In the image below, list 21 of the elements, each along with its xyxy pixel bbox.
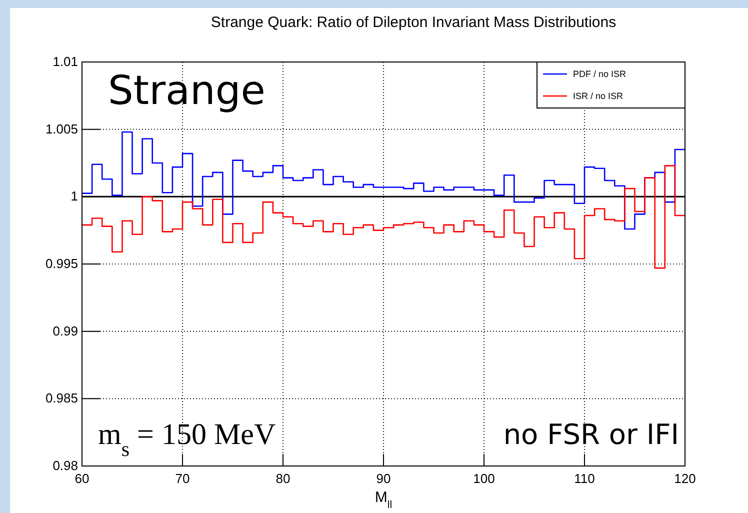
- chart-title: Strange Quark: Ratio of Dilepton Invariant Mass Distributions: [210, 14, 616, 31]
- legend-label: PDF / no ISR: [573, 69, 627, 79]
- x-tick-label: 70: [175, 471, 190, 486]
- x-tick-label: 90: [376, 471, 391, 486]
- x-tick-label: 100: [473, 471, 495, 486]
- y-tick-label: 0.98: [52, 458, 78, 473]
- y-tick-label: 1: [70, 188, 78, 204]
- x-axis-title: M$_{ll}$: [374, 489, 392, 511]
- x-tick-label: 80: [276, 471, 290, 486]
- annotation: Strange: [108, 68, 266, 114]
- y-tick-label: 0.99: [52, 323, 78, 338]
- y-tick-label: 0.985: [45, 390, 78, 406]
- x-tick-label: 60: [74, 471, 90, 486]
- y-tick-label: 1.01: [52, 54, 78, 69]
- legend-label: ISR / no ISR: [573, 91, 624, 101]
- x-tick-label: 110: [574, 471, 595, 486]
- annotation: m$_{s}$ = 150 MeV: [98, 418, 276, 461]
- x-tick-label: 120: [674, 471, 696, 486]
- y-tick-label: 1.005: [45, 121, 78, 136]
- annotation: no FSR or IFI: [503, 418, 679, 451]
- y-tick-label: 0.995: [45, 256, 78, 271]
